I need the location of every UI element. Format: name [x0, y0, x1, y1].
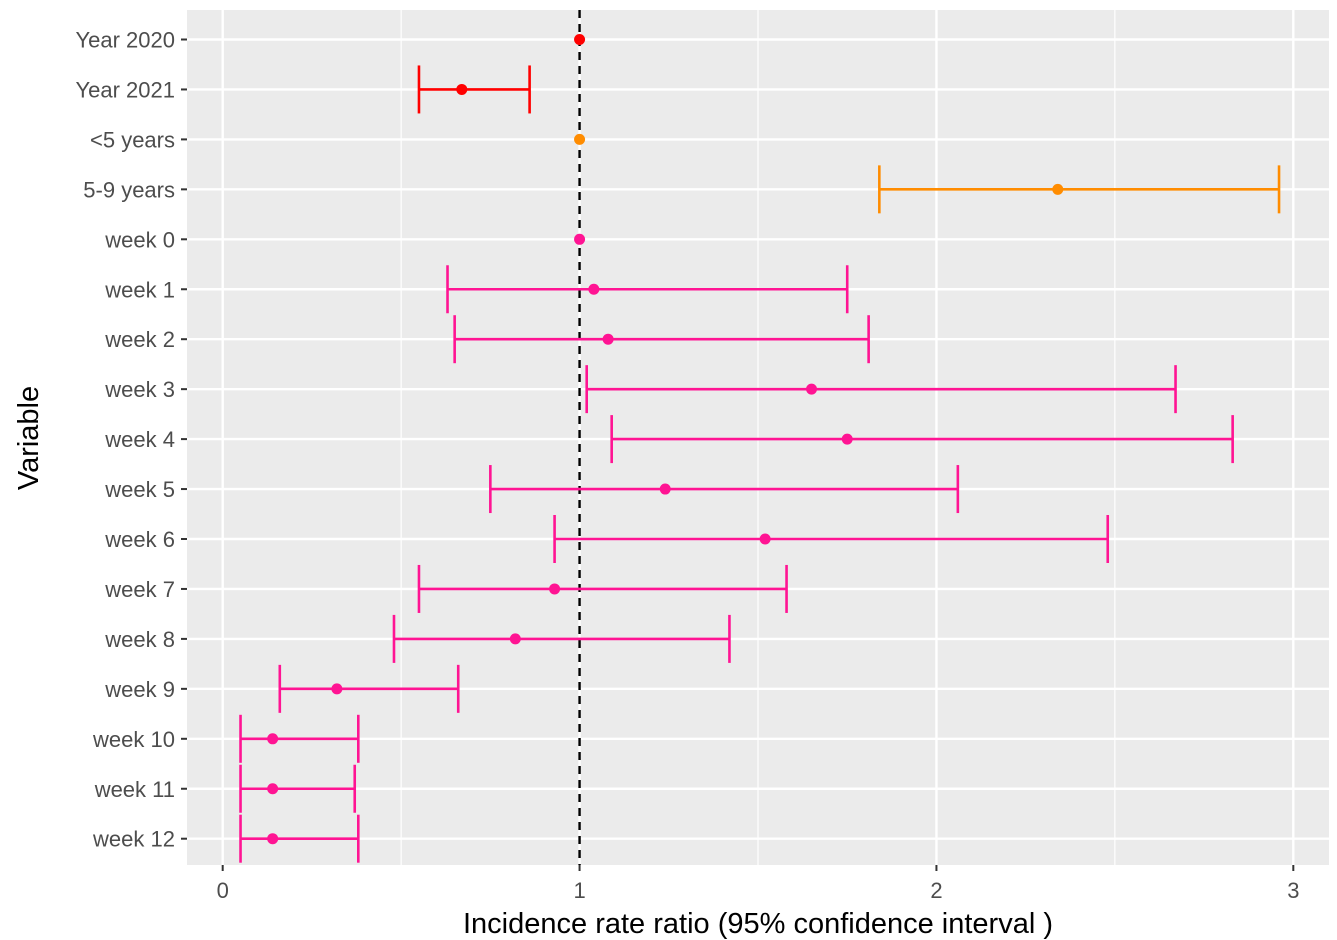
estimate-point — [549, 583, 561, 595]
estimate-point — [574, 233, 586, 245]
y-tick-label: week 12 — [92, 827, 175, 852]
y-tick-label: <5 years — [90, 127, 175, 152]
y-tick-label: week 8 — [104, 627, 175, 652]
y-tick-label: week 9 — [104, 677, 175, 702]
estimate-point — [806, 383, 818, 395]
estimate-point — [456, 83, 468, 95]
y-tick-label: week 2 — [104, 327, 175, 352]
y-tick-label: week 10 — [92, 727, 175, 752]
x-axis: 0 1 2 3 — [217, 865, 1299, 903]
y-axis: Year 2020 Year 2021 <5 years 5-9 years week … — [75, 28, 187, 852]
estimates-group — [239, 34, 1281, 863]
estimate-point — [1052, 183, 1064, 195]
y-tick-label: week 4 — [104, 427, 175, 452]
x-tick-label: 3 — [1287, 878, 1299, 903]
y-tick-label: Year 2020 — [75, 28, 175, 53]
y-axis-title: Variable — [13, 386, 45, 490]
y-tick-label: Year 2021 — [75, 77, 175, 102]
y-tick-label: week 7 — [104, 577, 175, 602]
estimate-point — [267, 733, 279, 745]
x-axis-title: Incidence rate ratio (95% confidence int… — [463, 908, 1053, 940]
estimate-point — [574, 34, 586, 45]
y-tick-label: 5-9 years — [83, 177, 175, 202]
estimate-point — [588, 283, 600, 295]
estimate-point — [267, 783, 279, 795]
estimate-point — [659, 483, 671, 495]
y-tick-label: week 3 — [104, 377, 175, 402]
x-tick-label: 0 — [217, 878, 229, 903]
estimate-point — [602, 333, 614, 345]
y-tick-label: week 1 — [104, 277, 175, 302]
y-tick-label: week 6 — [104, 527, 175, 552]
estimate-point — [841, 433, 853, 445]
estimate-point — [574, 133, 586, 145]
x-tick-label: 1 — [573, 878, 585, 903]
y-tick-label: week 11 — [94, 777, 175, 802]
y-tick-label: week 5 — [104, 477, 175, 502]
x-tick-label: 2 — [930, 878, 942, 903]
y-tick-label: week 0 — [104, 227, 175, 252]
estimate-point — [759, 533, 771, 545]
estimate-point — [509, 633, 521, 645]
estimate-point — [331, 683, 343, 695]
estimate-point — [267, 833, 279, 845]
minor-grid — [400, 10, 1116, 865]
